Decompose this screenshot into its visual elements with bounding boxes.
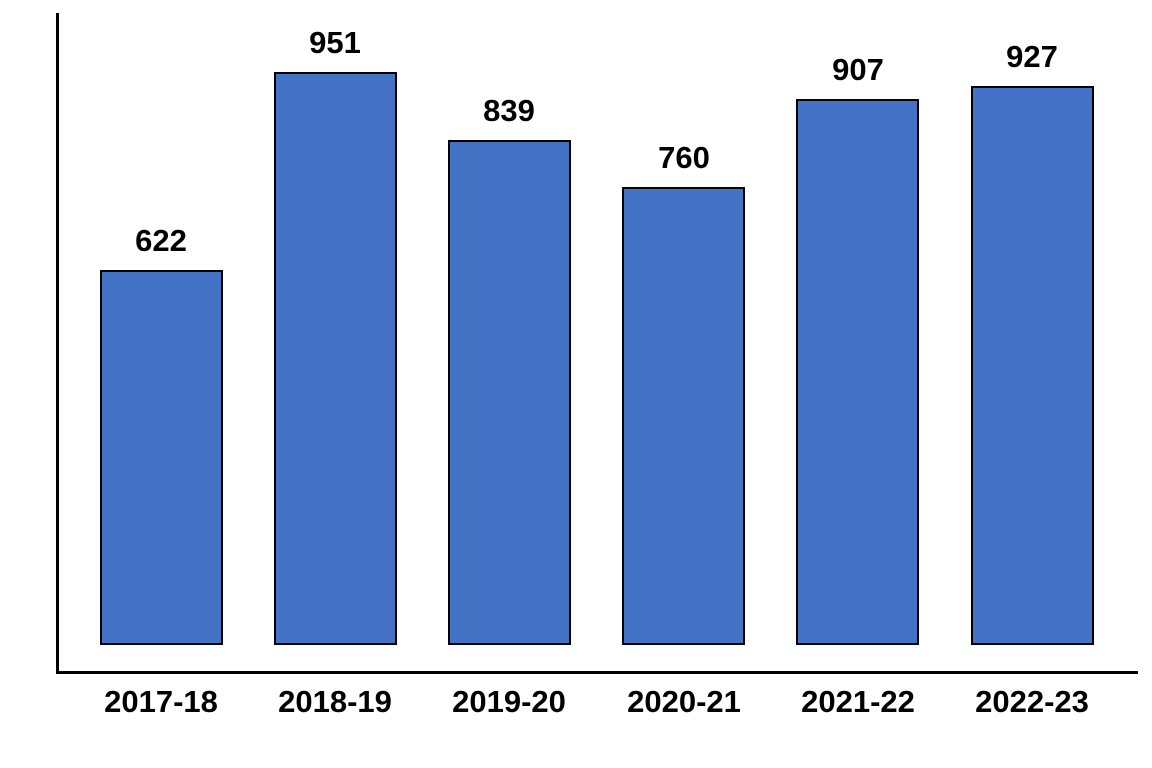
bar-value-label: 622: [135, 223, 187, 258]
bar-value-label: 839: [483, 93, 535, 128]
bar-value-label: 907: [832, 52, 884, 87]
bar: [448, 140, 571, 645]
bar: [971, 86, 1094, 645]
x-axis-line: [56, 671, 1138, 674]
bar-value-label: 927: [1006, 39, 1058, 74]
x-axis-tick-label: 2018-19: [278, 684, 392, 719]
x-axis-tick-label: 2021-22: [801, 684, 915, 719]
y-axis-line: [56, 13, 59, 674]
bar: [100, 270, 223, 645]
bar: [796, 99, 919, 645]
bar-value-label: 760: [658, 140, 710, 175]
x-axis-tick-label: 2019-20: [452, 684, 566, 719]
x-axis-tick-label: 2017-18: [104, 684, 218, 719]
x-axis-tick-label: 2022-23: [975, 684, 1089, 719]
bar: [622, 187, 745, 645]
x-axis-tick-label: 2020-21: [627, 684, 741, 719]
bar: [274, 72, 397, 645]
bar-value-label: 951: [309, 25, 361, 60]
